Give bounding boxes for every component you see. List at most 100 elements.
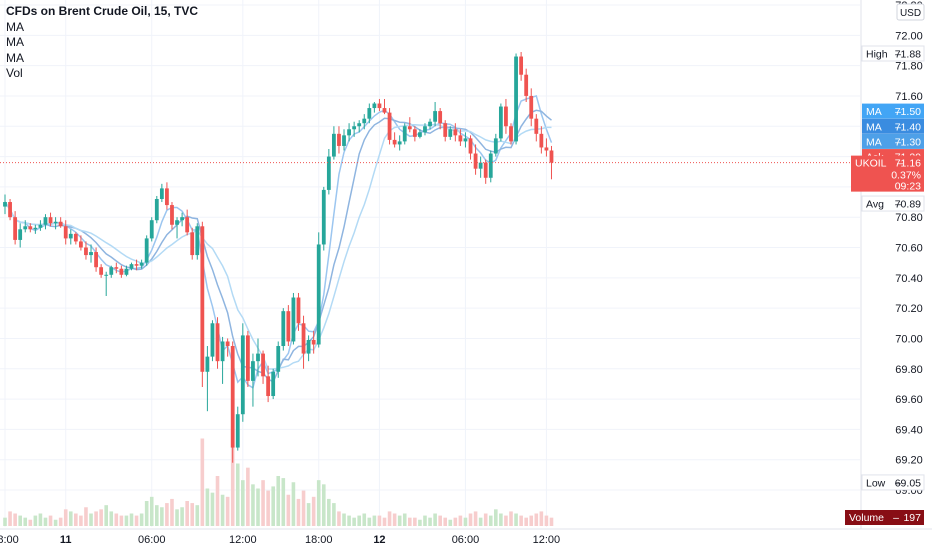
volume-bar [149, 496, 154, 526]
volume-bar [79, 515, 83, 526]
price-axis[interactable]: 72.2072.0071.8071.6071.4071.2071.0070.80… [860, 0, 925, 529]
x-tick-label: 06:00 [452, 534, 480, 546]
candle-body [296, 297, 301, 324]
candle-body [225, 341, 230, 347]
candle-body [321, 189, 326, 245]
candle-body [245, 335, 250, 381]
candle-body [170, 205, 174, 225]
legend-ma-1[interactable]: MA [6, 19, 24, 34]
candle-body [281, 311, 286, 347]
volume-bar [306, 503, 311, 526]
candle-body [159, 188, 164, 199]
candle-body [544, 147, 549, 151]
candle-body [352, 126, 357, 130]
volume-bar [321, 484, 326, 526]
volume-bar [372, 515, 377, 526]
candle-body [367, 108, 372, 119]
candle-body [180, 217, 184, 221]
candle-body [79, 241, 83, 248]
candle-body [200, 226, 205, 372]
chart-title[interactable]: CFDs on Brent Crude Oil, 15, TVC [6, 4, 199, 18]
volume-bar [514, 513, 518, 526]
candle-body [488, 153, 493, 178]
legend-ma-3[interactable]: MA [6, 50, 24, 65]
volume-bar [190, 503, 195, 526]
last-price-countdown: 09:23 [895, 181, 921, 193]
candle-body [144, 238, 149, 263]
candle-body [220, 341, 225, 362]
x-tick-label: 18:00 [305, 534, 333, 546]
price-label-ma: MA –71.40 [862, 118, 924, 134]
candle-body [453, 129, 458, 136]
price-label-value: 71.40 [895, 121, 921, 133]
volume-bar [534, 513, 539, 526]
x-tick-label: 06:00 [138, 534, 166, 546]
volume-bar [58, 517, 63, 526]
candle-body [149, 220, 154, 239]
volume-bar [524, 517, 528, 526]
price-label-value: 70.89 [895, 199, 921, 211]
volume-bar [13, 513, 17, 526]
candle-body [493, 138, 498, 154]
volume-bar [195, 505, 200, 526]
volume-bar [235, 463, 240, 526]
price-label-value: 69.05 [895, 477, 921, 489]
last-price-symbol: UKOIL [855, 158, 887, 170]
candle-body [276, 346, 281, 372]
candle-body [230, 346, 235, 448]
candle-body [377, 103, 382, 109]
volume-bar [529, 515, 534, 526]
candle-body [129, 264, 134, 269]
volume-bar [504, 515, 508, 526]
candle-body [205, 356, 210, 372]
candle-body [63, 226, 68, 239]
x-tick-label: 12:00 [229, 534, 257, 546]
last-price-box [851, 155, 924, 192]
volume-bar [241, 480, 245, 526]
volume-bar [387, 511, 392, 526]
y-tick-label: 72.00 [895, 30, 923, 42]
volume-bar [205, 488, 210, 526]
y-tick-label: 69.60 [895, 394, 923, 406]
volume-bar [316, 480, 321, 526]
candlesticks [3, 51, 554, 463]
candle-body [412, 129, 417, 137]
volume-bar [246, 467, 250, 526]
price-label-name: Low [866, 477, 886, 489]
candle-body [28, 226, 33, 230]
legend-ma-2[interactable]: MA [6, 35, 24, 49]
candle-body [397, 141, 402, 145]
volume-bar [458, 515, 463, 526]
volume-bar [68, 511, 73, 526]
volume-bar [544, 515, 549, 526]
volume-bar [296, 498, 301, 526]
volume-bar [43, 517, 48, 526]
candle-body [468, 138, 473, 154]
time-axis[interactable]: 18:00 11 06:00 12:00 18:00 12 06:00 12:00 [0, 528, 932, 546]
volume-bar [428, 517, 432, 526]
candle-body [357, 123, 362, 127]
candle-body [84, 247, 88, 256]
x-tick-label: 12:00 [533, 534, 561, 546]
volume-bar [499, 513, 503, 526]
candle-body [286, 311, 291, 342]
last-price-change: 0.37% [891, 170, 921, 182]
volume-bar [347, 515, 351, 526]
x-tick-label: 11 [60, 534, 72, 546]
volume-label-value: 197 [903, 512, 921, 524]
volume-bar [53, 519, 58, 526]
y-tick-label: 70.40 [895, 273, 923, 285]
legend-vol[interactable]: Vol [6, 66, 23, 80]
volume-bar [124, 515, 129, 526]
candle-body [68, 233, 73, 239]
x-tick-label: 12 [373, 534, 385, 546]
candle-body [448, 129, 453, 137]
currency-label: USD [900, 8, 921, 19]
volume-bar [337, 511, 341, 526]
price-label-name: Avg [866, 199, 884, 211]
candle-body [438, 111, 443, 124]
price-label-name: MA [866, 106, 882, 118]
volume-bar [549, 517, 554, 526]
y-tick-label: 70.80 [895, 212, 923, 224]
